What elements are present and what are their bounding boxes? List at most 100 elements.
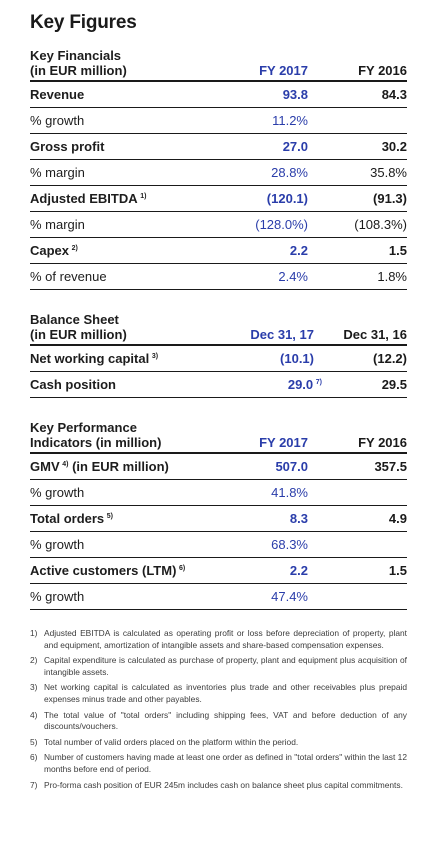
row-label: Active customers (LTM) 6) [30,557,222,584]
footnote: 7) Pro-forma cash position of EUR 245m in… [30,780,407,792]
value-current: 2.2 [222,557,322,584]
balance-header: Balance Sheet (in EUR million) Dec 31, 1… [30,312,407,346]
value-current: 2.2 [222,237,322,264]
table-row: GMV 4) (in EUR million) 507.0 357.5 [30,453,407,480]
header-line: Indicators (in million) [30,435,162,450]
row-label: Gross profit [30,133,222,160]
value-current: 28.8% [222,159,322,186]
row-label: Total orders 5) [30,505,222,532]
row-label: Cash position [30,371,222,398]
row-label-suffix: (in EUR million) [68,459,169,474]
row-label: Adjusted EBITDA 1) [30,185,222,212]
value-prior [322,583,407,610]
row-label-text: Net working capital [30,351,150,366]
kpi-col1: FY 2017 [222,420,322,454]
value-prior: (12.2) [322,345,407,372]
value-current-text: (128.0%) [255,217,308,232]
footnote-ref: 7) [315,379,322,386]
value-current: 507.0 [222,453,322,480]
value-current-text: 27.0 [282,139,308,154]
table-row: Active customers (LTM) 6) 2.2 1.5 [30,557,407,584]
row-label: Capex 2) [30,237,222,264]
financials-col1: FY 2017 [222,48,322,82]
row-label-text: % growth [30,485,85,500]
row-label-text: Total orders [30,511,105,526]
footnote-ref: 1) [140,193,147,200]
row-label-text: Cash position [30,377,116,392]
footnote-text: Total number of valid orders placed on t… [44,736,299,747]
footnote-text: Net working capital is calculated as inv… [44,682,407,704]
value-current: (120.1) [222,185,322,212]
header-line: Balance Sheet [30,312,119,327]
value-current: 11.2% [222,107,322,134]
table-row: % of revenue 2.4% 1.8% [30,263,407,290]
table-row: Adjusted EBITDA 1) (120.1) (91.3) [30,185,407,212]
financials-table: Key Financials (in EUR million) FY 2017 … [30,48,407,290]
value-current: 47.4% [222,583,322,610]
row-label-text: % growth [30,589,85,604]
footnote-ref: 5) [106,513,114,520]
value-current: (10.1) [222,345,322,372]
footnote-ref: 2) [71,245,78,252]
value-current-text: 2.4% [278,269,308,284]
value-current-text: 2.2 [289,243,308,258]
balance-table: Balance Sheet (in EUR million) Dec 31, 1… [30,312,407,398]
row-label-text: % of revenue [30,269,107,284]
table-row: % growth 68.3% [30,531,407,558]
value-prior: 30.2 [322,133,407,160]
footnote-number: 3) [30,682,38,693]
row-label-text: Revenue [30,87,85,102]
table-row: % growth 11.2% [30,107,407,134]
balance-header-label: Balance Sheet (in EUR million) [30,312,222,346]
row-label-text: % margin [30,217,85,232]
footnote-number: 5) [30,736,38,747]
value-prior [322,531,407,558]
value-current: (128.0%) [222,211,322,238]
value-current-text: 507.0 [275,459,308,474]
row-label: % growth [30,479,222,506]
table-row: % growth 41.8% [30,479,407,506]
footnote-text: Adjusted EBITDA is calculated as operati… [44,628,407,650]
value-current-text: (10.1) [280,351,314,366]
row-label: % margin [30,159,222,186]
table-row: % margin 28.8% 35.8% [30,159,407,186]
value-current-text: 41.8% [271,485,308,500]
financials-col2: FY 2016 [322,48,407,82]
value-current: 41.8% [222,479,322,506]
row-label-text: Gross profit [30,139,105,154]
value-prior: (91.3) [322,185,407,212]
value-prior [322,107,407,134]
row-label-text: Adjusted EBITDA [30,191,138,206]
value-current-text: 28.8% [271,165,308,180]
value-current: 2.4% [222,263,322,290]
value-current: 29.0 7) [222,371,322,398]
kpi-header: Key Performance Indicators (in million) … [30,420,407,454]
value-current: 8.3 [222,505,322,532]
value-current-text: 8.3 [289,511,308,526]
row-label-text: GMV [30,459,60,474]
value-prior: (108.3%) [322,211,407,238]
value-prior: 1.8% [322,263,407,290]
value-prior: 1.5 [322,237,407,264]
footnote-number: 2) [30,655,38,666]
value-current: 93.8 [222,81,322,108]
footnote-number: 4) [30,709,38,720]
footnote-text: The total value of "total orders" includ… [44,709,407,732]
kpi-col2: FY 2016 [322,420,407,454]
row-label-text: % growth [30,113,85,128]
row-label: Revenue [30,81,222,108]
footnote: 4) The total value of "total orders" incl… [30,710,407,733]
row-label: % growth [30,531,222,558]
row-label-text: Capex [30,243,70,258]
table-row: Capex 2) 2.2 1.5 [30,237,407,264]
value-prior [322,479,407,506]
value-current-text: 68.3% [271,537,308,552]
row-label-text: % growth [30,537,85,552]
footnote-text: Pro-forma cash position of EUR 245m incl… [44,779,403,790]
header-line: Key Financials [30,48,122,63]
footnote: 6) Number of customers having made at lea… [30,752,407,775]
value-current-text: (120.1) [266,191,308,206]
value-current: 27.0 [222,133,322,160]
row-label: % margin [30,211,222,238]
